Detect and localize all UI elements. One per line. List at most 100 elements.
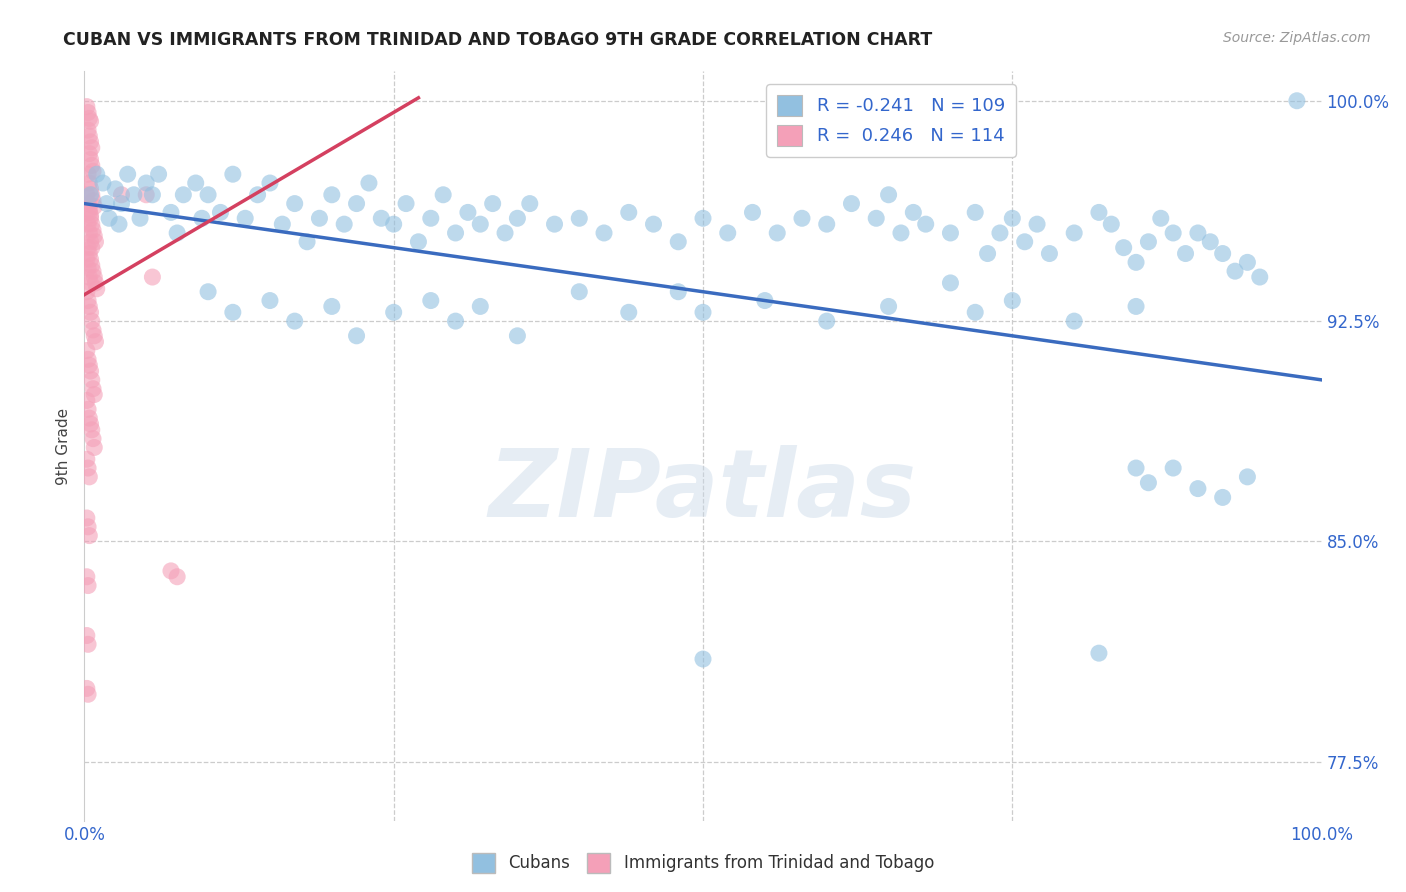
Point: [80, 423, 103, 437]
Point: [80, 314, 103, 328]
Point: [419, 293, 441, 308]
Point: [79, 146, 101, 161]
Text: Source: ZipAtlas.com: Source: ZipAtlas.com: [1223, 31, 1371, 45]
Point: [129, 211, 152, 226]
Point: [1150, 211, 1173, 226]
Point: [1174, 246, 1197, 260]
Point: [79, 417, 101, 431]
Point: [1001, 293, 1024, 308]
Point: [370, 211, 392, 226]
Point: [717, 226, 740, 240]
Point: [82, 432, 104, 446]
Point: [76, 511, 98, 525]
Point: [79, 364, 101, 378]
Point: [79, 205, 101, 219]
Point: [222, 305, 245, 319]
Point: [1038, 246, 1060, 260]
Point: [83, 387, 105, 401]
Point: [76, 570, 98, 584]
Point: [160, 205, 183, 219]
Point: [1088, 646, 1111, 660]
Point: [1125, 300, 1147, 314]
Point: [506, 328, 529, 343]
Point: [308, 211, 330, 226]
Point: [77, 461, 100, 475]
Point: [148, 167, 170, 181]
Point: [939, 226, 962, 240]
Point: [80, 158, 103, 172]
Point: [1236, 255, 1258, 269]
Point: [77, 687, 100, 701]
Point: [1125, 255, 1147, 269]
Point: [506, 211, 529, 226]
Point: [1212, 491, 1234, 505]
Point: [395, 196, 418, 211]
Point: [1212, 246, 1234, 260]
Point: [91, 176, 114, 190]
Point: [77, 293, 100, 308]
Point: [568, 285, 591, 299]
Point: [1099, 217, 1122, 231]
Point: [432, 187, 454, 202]
Point: [197, 285, 219, 299]
Point: [741, 205, 763, 219]
Point: [82, 194, 104, 208]
Point: [865, 211, 887, 226]
Point: [76, 252, 98, 267]
Point: [617, 205, 640, 219]
Point: [79, 182, 101, 196]
Point: [160, 564, 183, 578]
Point: [1285, 94, 1308, 108]
Point: [76, 393, 98, 408]
Point: [77, 217, 100, 231]
Point: [1236, 470, 1258, 484]
Point: [271, 217, 294, 231]
Point: [166, 226, 188, 240]
Point: [692, 211, 714, 226]
Point: [568, 211, 591, 226]
Point: [209, 205, 232, 219]
Point: [77, 196, 100, 211]
Point: [77, 261, 100, 276]
Point: [80, 187, 103, 202]
Point: [382, 305, 405, 319]
Point: [79, 411, 101, 425]
Point: [80, 258, 103, 272]
Point: [76, 285, 98, 299]
Point: [766, 226, 789, 240]
Point: [890, 226, 912, 240]
Point: [79, 305, 101, 319]
Point: [141, 270, 163, 285]
Point: [79, 246, 101, 260]
Point: [666, 235, 689, 249]
Point: [76, 343, 98, 358]
Point: [1161, 461, 1184, 475]
Point: [79, 135, 101, 149]
Point: [197, 187, 219, 202]
Text: CUBAN VS IMMIGRANTS FROM TRINIDAD AND TOBAGO 9TH GRADE CORRELATION CHART: CUBAN VS IMMIGRANTS FROM TRINIDAD AND TO…: [63, 31, 932, 49]
Point: [77, 241, 100, 255]
Point: [79, 202, 101, 217]
Point: [108, 217, 131, 231]
Point: [80, 217, 103, 231]
Point: [79, 528, 101, 542]
Point: [83, 328, 105, 343]
Point: [1014, 235, 1036, 249]
Point: [77, 105, 100, 120]
Point: [939, 276, 962, 290]
Point: [79, 358, 101, 372]
Point: [295, 235, 318, 249]
Point: [77, 123, 100, 137]
Point: [83, 200, 105, 214]
Point: [79, 153, 101, 167]
Point: [141, 187, 163, 202]
Point: [104, 182, 127, 196]
Point: [419, 211, 441, 226]
Point: [135, 176, 157, 190]
Point: [1063, 314, 1085, 328]
Point: [82, 164, 104, 178]
Point: [470, 300, 492, 314]
Point: [284, 314, 307, 328]
Point: [79, 300, 101, 314]
Point: [1187, 226, 1209, 240]
